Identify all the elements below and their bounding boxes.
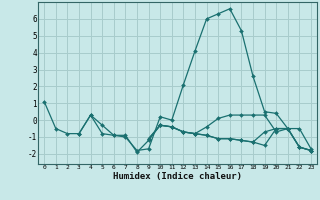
X-axis label: Humidex (Indice chaleur): Humidex (Indice chaleur) xyxy=(113,172,242,181)
